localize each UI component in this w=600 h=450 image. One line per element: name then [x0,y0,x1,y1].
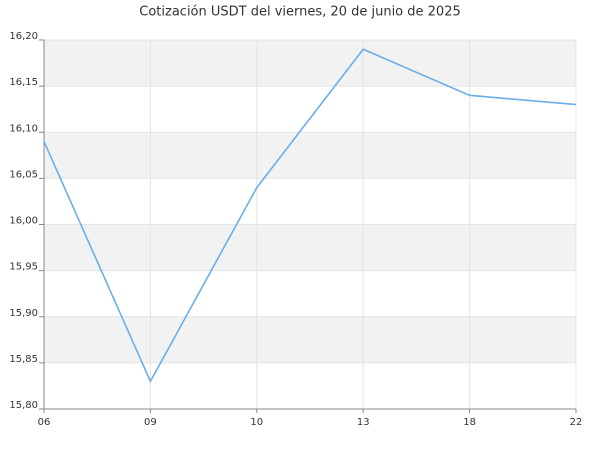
x-tick-label: 18 [463,417,476,428]
y-tick-label: 15,95 [9,262,38,273]
grid-band [44,40,576,87]
y-tick-label: 16,10 [9,123,38,134]
grid-band [44,224,576,271]
y-tick-label: 16,05 [9,169,38,180]
y-tick-label: 15,80 [9,400,38,411]
y-tick-label: 16,20 [9,31,38,42]
line-series [43,48,577,384]
y-tick-label: 15,90 [9,308,38,319]
x-tick-label: 22 [570,417,583,428]
x-tick-label: 09 [144,417,157,428]
x-tick-label: 10 [250,417,263,428]
y-tick-label: 16,15 [9,77,38,88]
grid-band [44,132,576,179]
y-tick-label: 15,85 [9,354,38,365]
grid-band [44,316,576,363]
y-tick-label: 16,00 [9,216,38,227]
x-tick-label: 06 [38,417,51,428]
chart-title: Cotización USDT del viernes, 20 de junio… [139,5,460,20]
x-tick-label: 13 [357,417,370,428]
